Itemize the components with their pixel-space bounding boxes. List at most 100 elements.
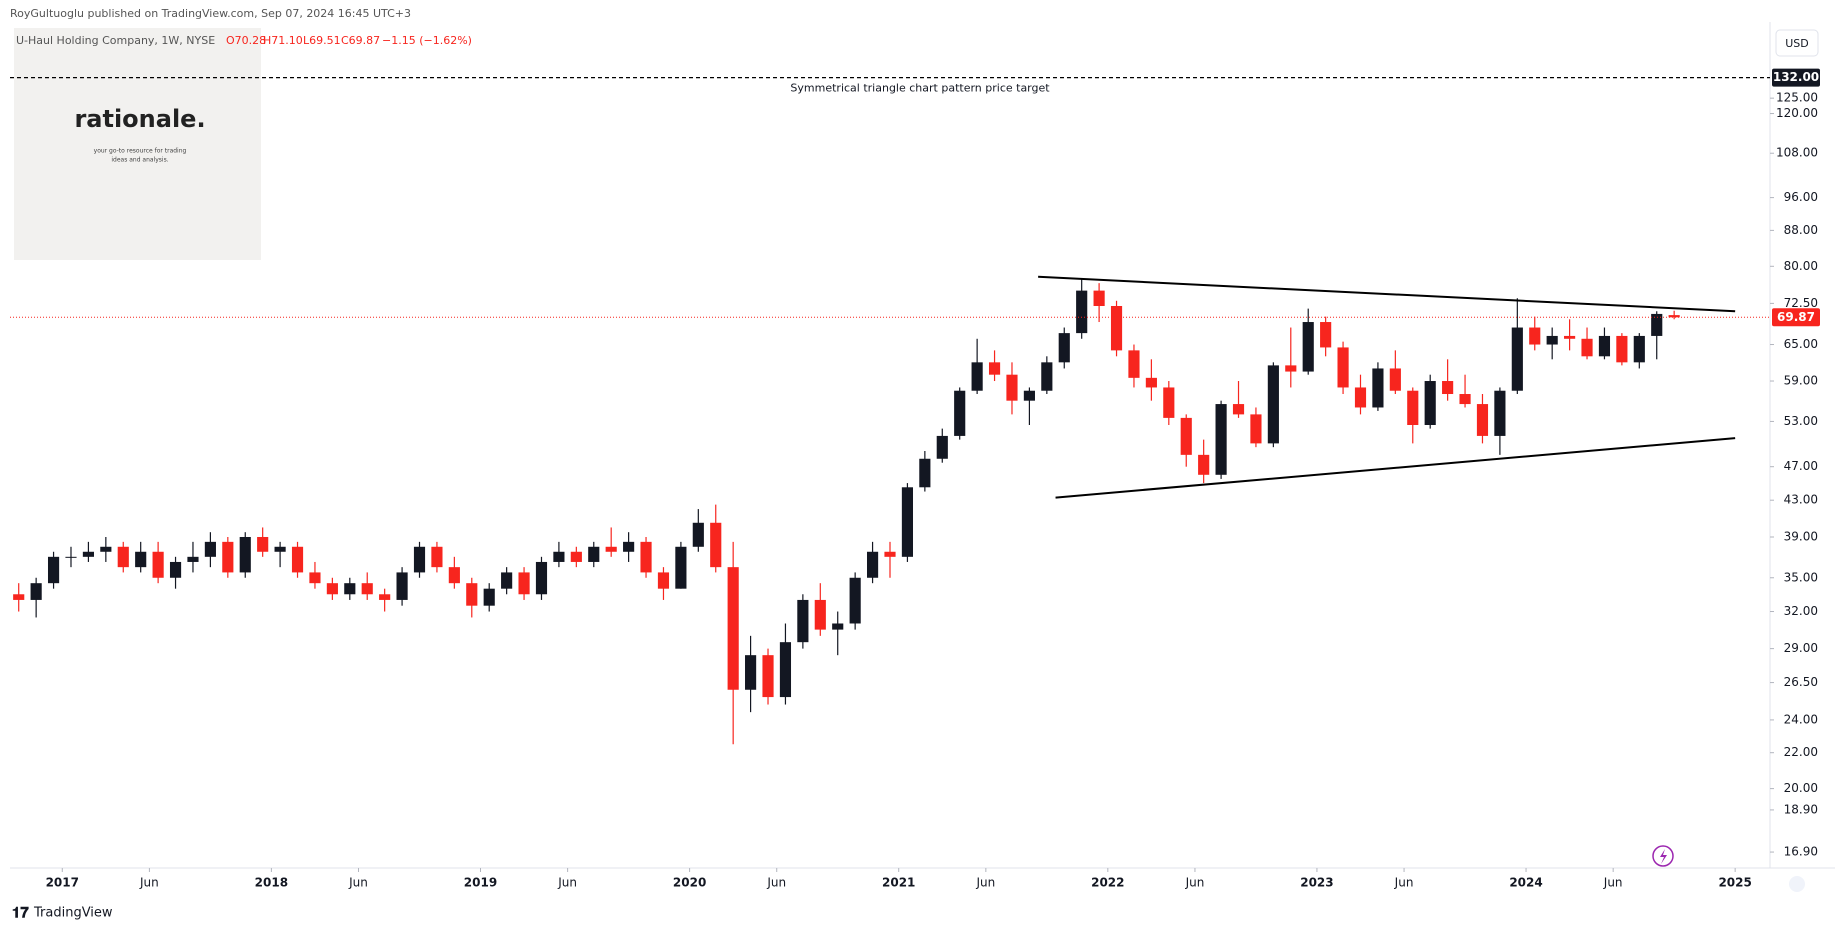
candle-body	[535, 561, 548, 595]
x-tick-label: 2022	[1091, 876, 1124, 890]
plot: Symmetrical triangle chart pattern price…	[10, 77, 1770, 745]
candle-body	[1198, 454, 1210, 475]
candle-body	[692, 522, 704, 547]
candle-body	[1494, 390, 1506, 436]
candle-body	[727, 567, 739, 690]
ohlc-close: C69.87	[341, 34, 380, 47]
ohlc-open: O70.28	[226, 34, 266, 47]
y-tick-label: 96.00	[1784, 190, 1818, 204]
candle-body	[1476, 404, 1489, 436]
y-tick-label: 59.00	[1784, 374, 1818, 388]
candle-body	[971, 362, 983, 391]
candle-body	[1389, 368, 1401, 391]
candle-body	[1215, 404, 1227, 475]
candle-body	[553, 551, 565, 562]
last-price-label: 69.87	[1777, 310, 1815, 324]
x-tick-label: Jun	[1394, 876, 1414, 890]
symbol-title: U-Haul Holding Company, 1W, NYSE	[16, 34, 215, 47]
candle-body	[762, 655, 774, 698]
y-tick-label: 24.00	[1784, 712, 1818, 726]
candle-body	[257, 536, 269, 552]
x-tick-label: Jun	[1185, 876, 1205, 890]
currency: USD	[1785, 37, 1809, 50]
candle-body	[623, 541, 635, 552]
y-tick-label: 16.90	[1784, 845, 1818, 859]
candle-body	[1302, 322, 1314, 372]
candle-body	[1424, 381, 1436, 425]
y-tick-label: 88.00	[1784, 223, 1818, 237]
price-target-text: Symmetrical triangle chart pattern price…	[790, 82, 1050, 95]
candle-body	[413, 546, 426, 573]
candle-body	[1407, 390, 1419, 425]
y-tick-label: 39.00	[1784, 529, 1818, 543]
y-tick-label: 32.00	[1784, 604, 1818, 618]
candle-body	[13, 594, 25, 600]
candle-body	[849, 577, 861, 624]
candle-body	[1093, 290, 1105, 306]
price-target-tag	[1772, 68, 1820, 87]
candle-body	[65, 556, 77, 558]
y-tick-label: 125.00	[1776, 91, 1818, 105]
candle-body	[1546, 335, 1558, 345]
candle-body	[239, 536, 251, 573]
candle-body	[518, 572, 530, 595]
alert-icon[interactable]	[1652, 845, 1674, 867]
candle-body	[274, 546, 286, 552]
candle-body	[483, 588, 495, 606]
y-tick-label: 120.00	[1776, 106, 1818, 120]
candle-body	[309, 572, 321, 584]
x-tick-label: Jun	[348, 876, 368, 890]
logo-tagline: ideas and analysis.	[111, 157, 168, 164]
candle-body	[1668, 315, 1680, 318]
ohlc-low: L69.51	[303, 34, 341, 47]
y-tick-label: 18.90	[1784, 802, 1818, 816]
y-tick-label: 80.00	[1784, 259, 1818, 273]
x-tick-label: 2020	[673, 876, 706, 890]
candle-body	[675, 546, 687, 589]
y-tick-label: 53.00	[1784, 414, 1818, 428]
y-tick-label: 43.00	[1784, 493, 1818, 507]
y-tick-label: 22.00	[1784, 745, 1818, 759]
settings-button[interactable]	[1789, 876, 1805, 892]
y-tick-label: 47.00	[1784, 459, 1818, 473]
last-price-tag	[1772, 308, 1820, 327]
x-tick-label: Jun	[139, 876, 159, 890]
candle-body	[291, 546, 304, 573]
candle-body	[30, 583, 42, 600]
trend-line	[1038, 275, 1736, 313]
currency-button[interactable]	[1775, 29, 1819, 57]
candle-body	[135, 551, 147, 568]
candle-body	[1163, 387, 1175, 418]
candle-body	[1180, 417, 1192, 455]
y-tick-label: 20.00	[1784, 781, 1818, 795]
candle-body	[82, 551, 94, 557]
x-tick-label: Jun	[1603, 876, 1623, 890]
candle-body	[570, 551, 582, 562]
candle-body	[204, 541, 216, 557]
candle-body	[1128, 350, 1140, 378]
candle-body	[501, 572, 513, 589]
x-tick-label: 2019	[464, 876, 497, 890]
candle-body	[187, 556, 199, 562]
ohlc-high: H71.10	[263, 34, 303, 47]
candle-body	[988, 362, 1001, 375]
brand: TradingView	[33, 906, 113, 921]
candle-body	[1041, 362, 1053, 391]
legend: U-Haul Holding Company, 1W, NYSE O70.28 …	[16, 34, 472, 47]
x-tick-label: 2025	[1718, 876, 1751, 890]
candle-body	[1651, 313, 1663, 336]
candle-body	[884, 551, 896, 557]
brand-icon: 𝟏𝟕	[12, 904, 29, 922]
y-tick-label: 72.50	[1784, 296, 1818, 310]
x-tick-label: Jun	[766, 876, 786, 890]
candle-body	[1459, 394, 1471, 405]
candle-body	[47, 556, 60, 584]
candle-body	[1354, 387, 1367, 408]
candle-body	[1145, 377, 1157, 388]
candle-body	[117, 546, 129, 568]
candle-body	[431, 546, 443, 568]
candle-body	[954, 390, 966, 436]
candle-body	[1267, 365, 1279, 444]
candle-body	[745, 655, 757, 690]
